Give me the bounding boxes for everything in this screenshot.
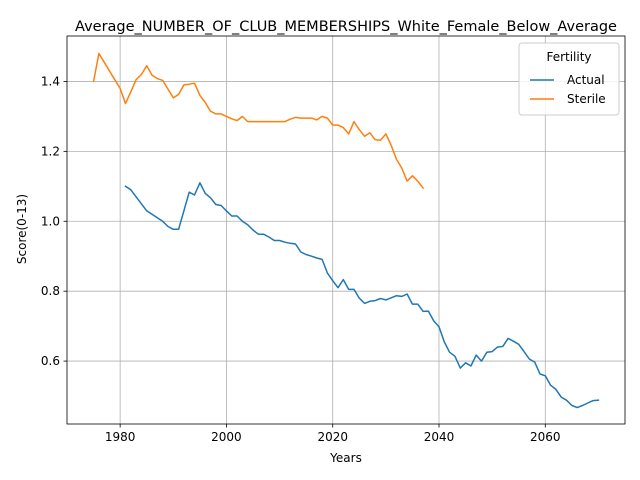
y-tick-label: 1.4 (41, 74, 60, 88)
x-axis-ticks: 1980 2000 2020 2040 2060 (105, 424, 561, 444)
series-line-sterile (92, 52, 425, 190)
legend-label-sterile: Sterile (567, 92, 606, 106)
y-axis-label: Score(0-13) (15, 194, 29, 264)
y-axis-ticks: 0.6 0.8 1.0 1.2 1.4 (41, 74, 67, 368)
x-axis-label: Years (329, 451, 362, 465)
x-tick-label: 2060 (530, 430, 561, 444)
y-tick-label: 1.2 (41, 144, 60, 158)
x-tick-label: 2020 (317, 430, 348, 444)
y-tick-label: 0.8 (41, 284, 60, 298)
y-tick-label: 0.6 (41, 354, 60, 368)
series-lines (92, 52, 600, 409)
legend-box (518, 42, 620, 116)
legend: Fertility Actual Sterile (518, 42, 620, 116)
x-tick-label: 1980 (105, 430, 136, 444)
chart-title: Average_NUMBER_OF_CLUB_MEMBERSHIPS_White… (75, 19, 617, 35)
x-tick-label: 2040 (424, 430, 455, 444)
x-tick-label: 2000 (211, 430, 242, 444)
legend-title: Fertility (546, 50, 591, 64)
plot-frame (66, 35, 626, 425)
series-line-actual (124, 182, 600, 409)
y-tick-label: 1.0 (41, 214, 60, 228)
legend-label-actual: Actual (567, 73, 605, 87)
